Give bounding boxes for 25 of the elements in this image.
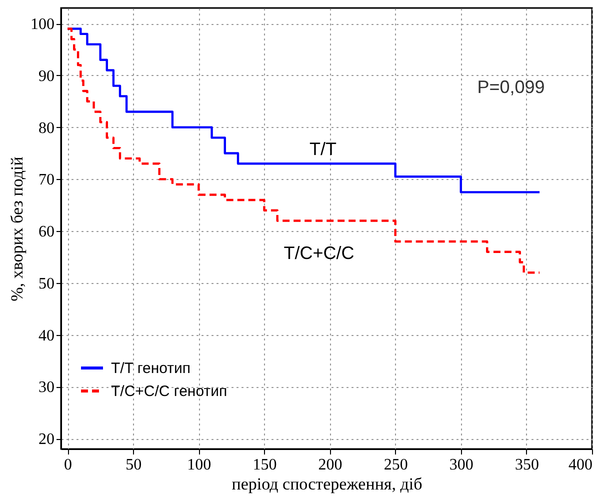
x-tick-label: 350 <box>514 456 539 474</box>
x-tick-label: 400 <box>568 456 592 474</box>
y-tick-label: 70 <box>38 172 54 189</box>
y-tick-label: 20 <box>38 431 54 448</box>
y-tick-label: 50 <box>38 275 54 292</box>
x-tick-label: 50 <box>126 456 142 474</box>
y-tick-label: 60 <box>38 224 54 241</box>
y-tick-label: 30 <box>38 379 54 396</box>
x-tick-label: 150 <box>252 456 277 474</box>
y-tick-label: 80 <box>38 120 54 137</box>
x-tick-label: 0 <box>64 456 72 474</box>
y-tick-label: 90 <box>38 68 54 85</box>
legend-label: T/C+C/C генотип <box>111 383 228 400</box>
annotation: P=0,099 <box>477 77 545 97</box>
y-axis-title: %, хворих без подій <box>8 156 26 302</box>
y-tick-label: 100 <box>30 16 54 34</box>
x-tick-label: 200 <box>318 456 342 474</box>
y-tick-label: 40 <box>38 327 54 344</box>
annotation: T/C+C/C <box>284 243 354 263</box>
x-tick-label: 250 <box>384 456 408 474</box>
x-tick-label: 300 <box>449 456 474 474</box>
x-tick-label: 100 <box>187 456 212 474</box>
annotation: T/T <box>310 139 336 159</box>
x-axis-title: період спостереження, діб <box>232 474 422 494</box>
legend-label: T/T генотип <box>111 360 191 377</box>
